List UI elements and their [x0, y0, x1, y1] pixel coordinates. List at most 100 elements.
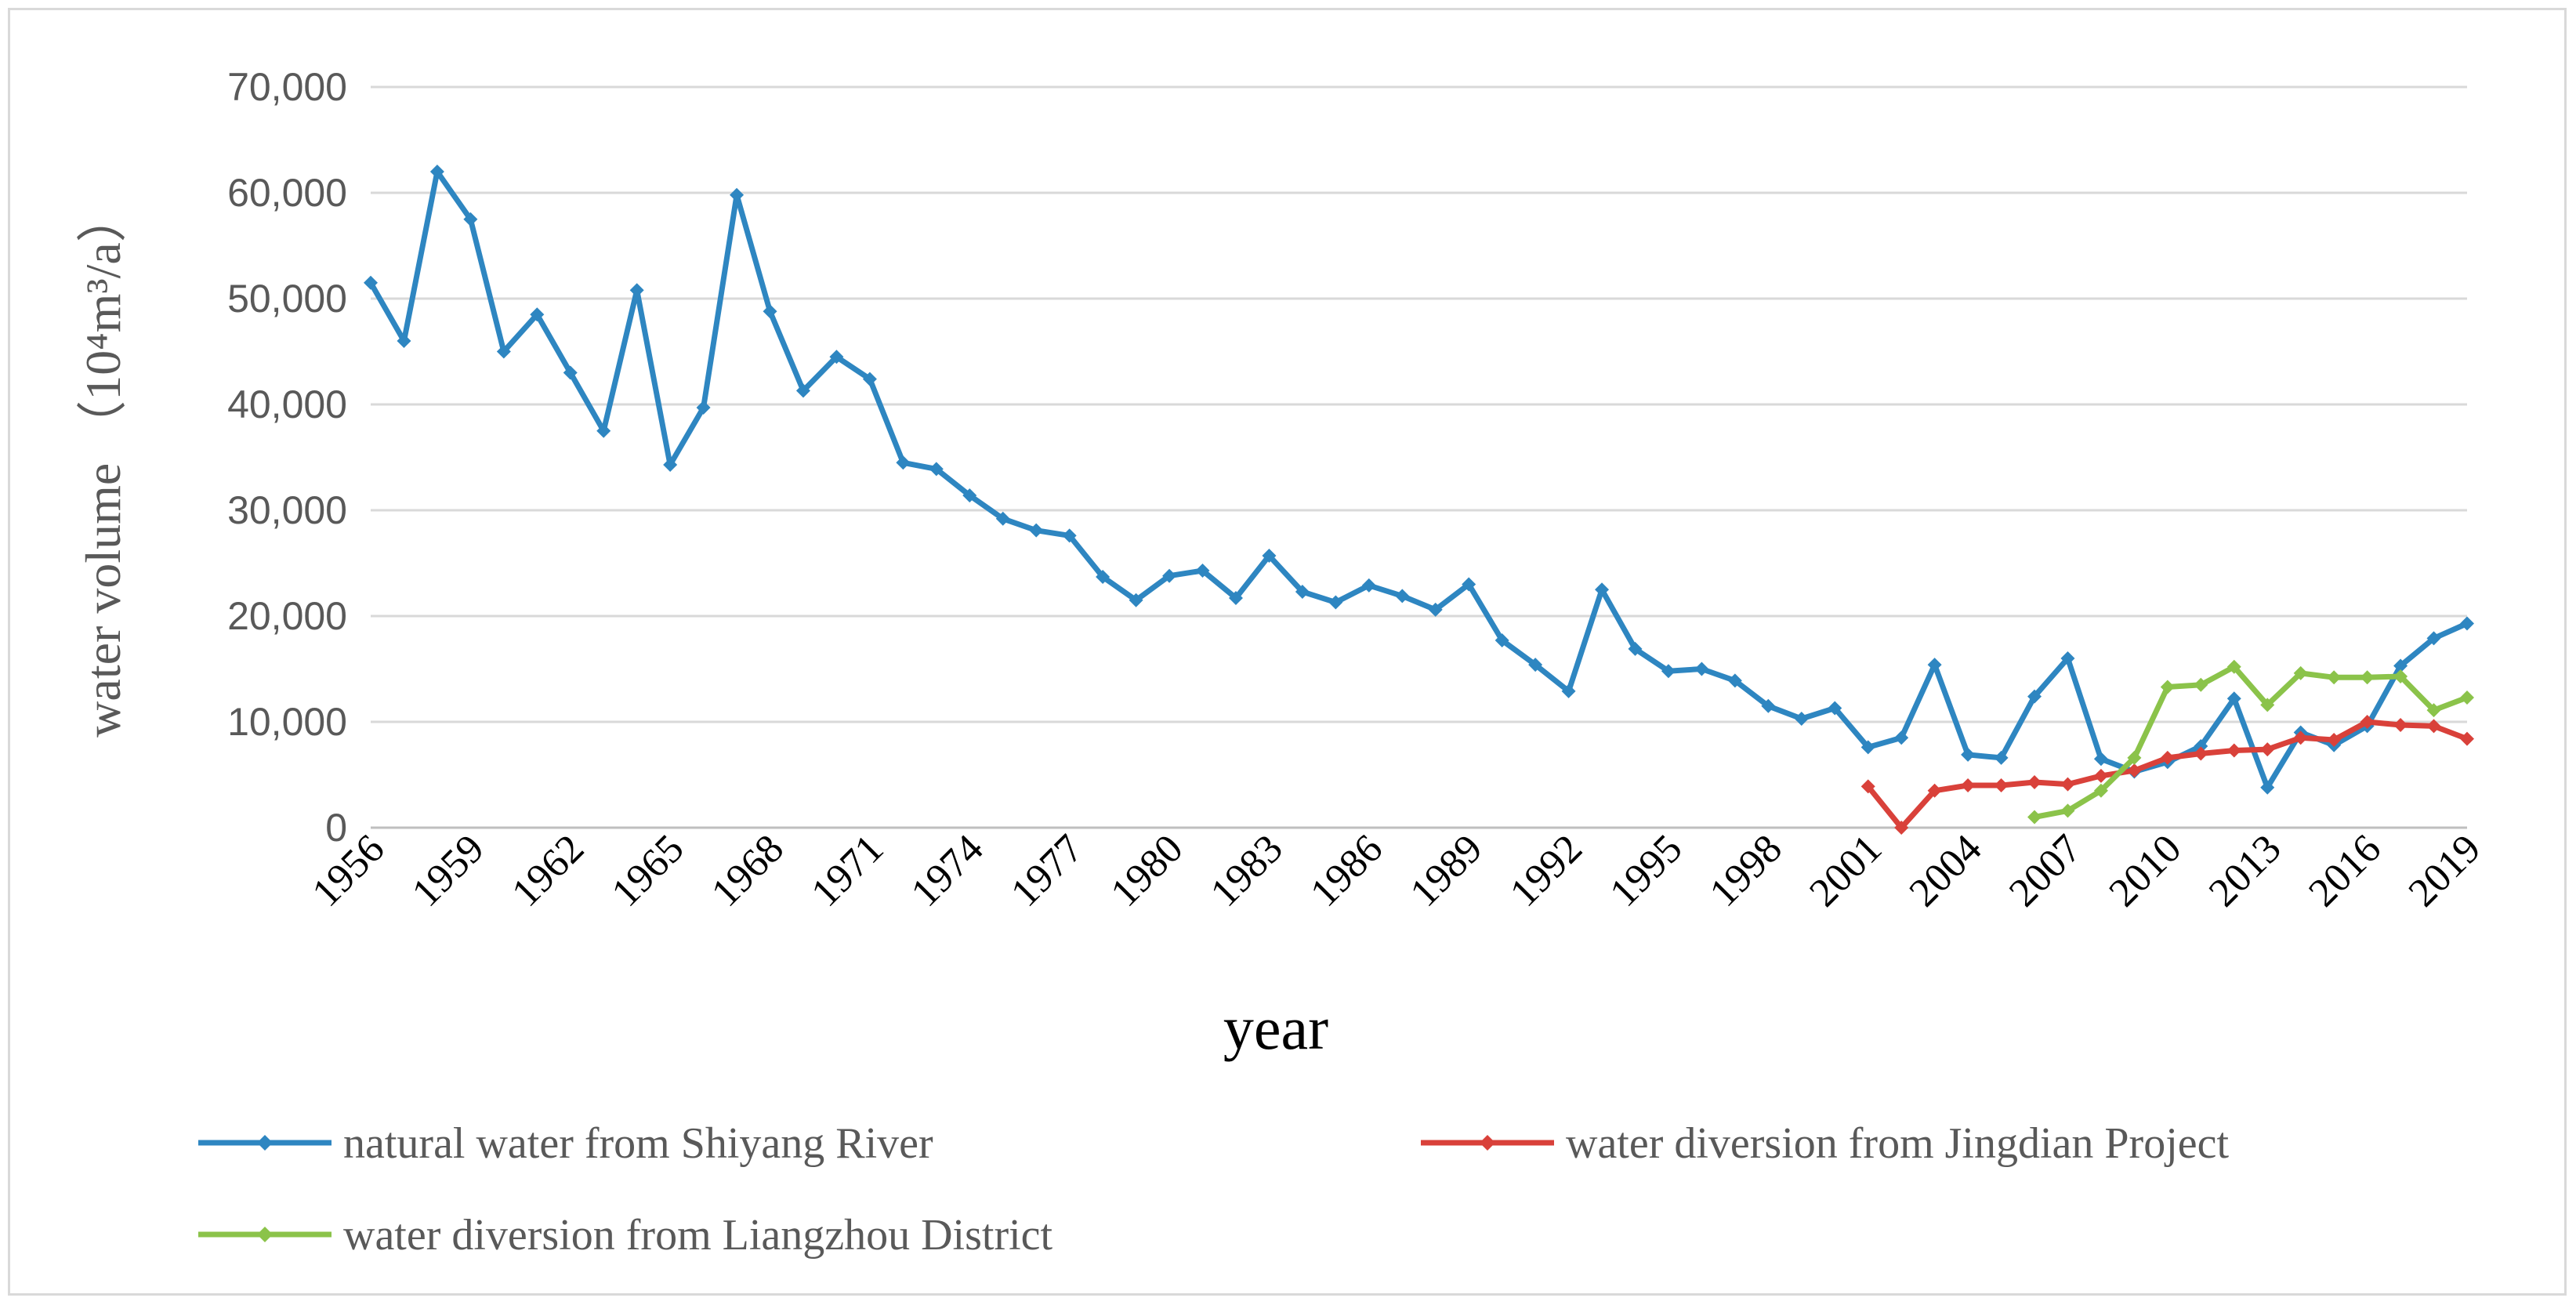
data-point — [2293, 665, 2308, 680]
data-point — [2360, 670, 2375, 685]
x-tick-label: 2010 — [2100, 826, 2190, 915]
data-point — [2093, 783, 2108, 798]
x-tick-label: 1977 — [1002, 826, 1092, 915]
data-point — [2260, 742, 2275, 757]
legend-item: natural water from Shiyang River — [198, 1119, 933, 1168]
series-line — [368, 169, 2469, 791]
series-1 — [364, 165, 2474, 795]
x-tick-label: 2013 — [2201, 826, 2290, 915]
data-point — [1228, 591, 1243, 606]
data-point — [1994, 778, 2009, 792]
x-tick-label: 2016 — [2300, 826, 2389, 915]
data-point — [1894, 730, 1909, 745]
data-point — [795, 383, 810, 398]
data-point — [1661, 664, 1676, 679]
legend-swatch-marker — [257, 1135, 273, 1151]
data-point — [2393, 658, 2408, 673]
data-point — [596, 423, 611, 438]
data-point — [1961, 747, 1976, 762]
legend-item: water diversion from Liangzhou District — [198, 1211, 1053, 1260]
data-point — [2260, 780, 2275, 795]
data-point — [2160, 750, 2175, 765]
data-point — [1495, 633, 1509, 648]
series-3 — [2027, 659, 2474, 825]
data-point — [1096, 570, 1110, 585]
x-tick-label: 1989 — [1402, 826, 1491, 915]
y-tick-label: 10,000 — [227, 700, 347, 744]
x-tick-label: 1965 — [603, 826, 693, 915]
data-point — [496, 344, 511, 359]
data-point — [1029, 523, 1044, 538]
data-point — [696, 401, 711, 415]
data-point — [1894, 821, 1909, 835]
x-tick-label: 1995 — [1602, 826, 1691, 915]
data-point — [1994, 750, 2009, 765]
data-point — [2194, 746, 2208, 761]
data-point — [1927, 658, 1942, 672]
data-point — [2127, 763, 2142, 778]
data-point — [2293, 730, 2308, 745]
svg-text:water volume （10⁴m³/a）: water volume （10⁴m³/a） — [75, 192, 131, 738]
x-tick-label: 1971 — [803, 826, 893, 915]
data-point — [1528, 658, 1543, 672]
data-point — [1961, 778, 1976, 792]
data-point — [463, 212, 478, 227]
x-tick-label: 1986 — [1302, 826, 1391, 915]
data-point — [629, 283, 644, 298]
data-point — [1860, 779, 1875, 794]
data-point — [429, 165, 444, 179]
chart-frame: 0 10,000 20,000 30,000 40,000 50,000 60,000 70,… — [8, 8, 2567, 1296]
data-point — [2327, 670, 2342, 685]
data-point — [1462, 577, 1476, 592]
data-point — [962, 488, 977, 503]
x-tick-label: 1959 — [404, 826, 493, 915]
data-point — [2426, 631, 2441, 646]
legend-label: natural water from Shiyang River — [343, 1119, 933, 1168]
data-point — [829, 350, 844, 364]
data-point — [1129, 593, 1143, 607]
data-point — [1395, 589, 1410, 604]
data-point — [2260, 698, 2275, 712]
data-point — [2393, 718, 2408, 733]
data-point — [2194, 677, 2208, 692]
data-point — [2060, 803, 2075, 818]
data-point — [2360, 715, 2375, 729]
x-tick-label: 1974 — [903, 826, 992, 915]
y-axis-unit: （10⁴m³/a） — [75, 192, 131, 450]
x-tick-label: 1998 — [1701, 826, 1791, 915]
legend-label: water diversion from Liangzhou District — [343, 1211, 1053, 1260]
data-point — [1428, 602, 1443, 617]
data-point — [1262, 549, 1277, 564]
data-point — [763, 304, 777, 319]
legend-swatch-marker — [1480, 1135, 1495, 1151]
data-point — [1694, 662, 1709, 676]
data-point — [1927, 783, 1942, 798]
data-point — [1828, 701, 1842, 716]
data-point — [1361, 578, 1376, 593]
data-point — [2127, 750, 2142, 765]
data-point — [2226, 691, 2241, 706]
data-point — [2327, 732, 2342, 747]
legend-swatch-marker — [257, 1227, 273, 1242]
chart-svg: 0 10,000 20,000 30,000 40,000 50,000 60,000 70,… — [75, 65, 2490, 1260]
data-point — [2226, 659, 2241, 674]
data-point — [2460, 690, 2474, 705]
y-tick-label: 30,000 — [227, 488, 347, 532]
x-tick-label: 1980 — [1103, 826, 1192, 915]
gridlines — [371, 85, 2467, 723]
x-tick-label: 2001 — [1801, 826, 1890, 915]
data-point — [862, 372, 877, 386]
data-point — [2093, 752, 2108, 767]
data-point — [1162, 568, 1177, 583]
data-point — [2426, 703, 2441, 718]
data-point — [2027, 774, 2042, 789]
x-tick-label: 1968 — [703, 826, 792, 915]
legend-item: water diversion from Jingdian Project — [1421, 1119, 2229, 1168]
x-tick-labels: 1956 1959 1962 1965 1968 1971 1974 1977 1980 1983… — [304, 826, 2490, 915]
x-tick-label: 1992 — [1502, 826, 1591, 915]
data-point — [2426, 719, 2441, 734]
data-point — [530, 307, 545, 322]
series-line — [1865, 719, 2469, 831]
y-tick-label: 40,000 — [227, 382, 347, 426]
series-2 — [1860, 715, 2474, 835]
